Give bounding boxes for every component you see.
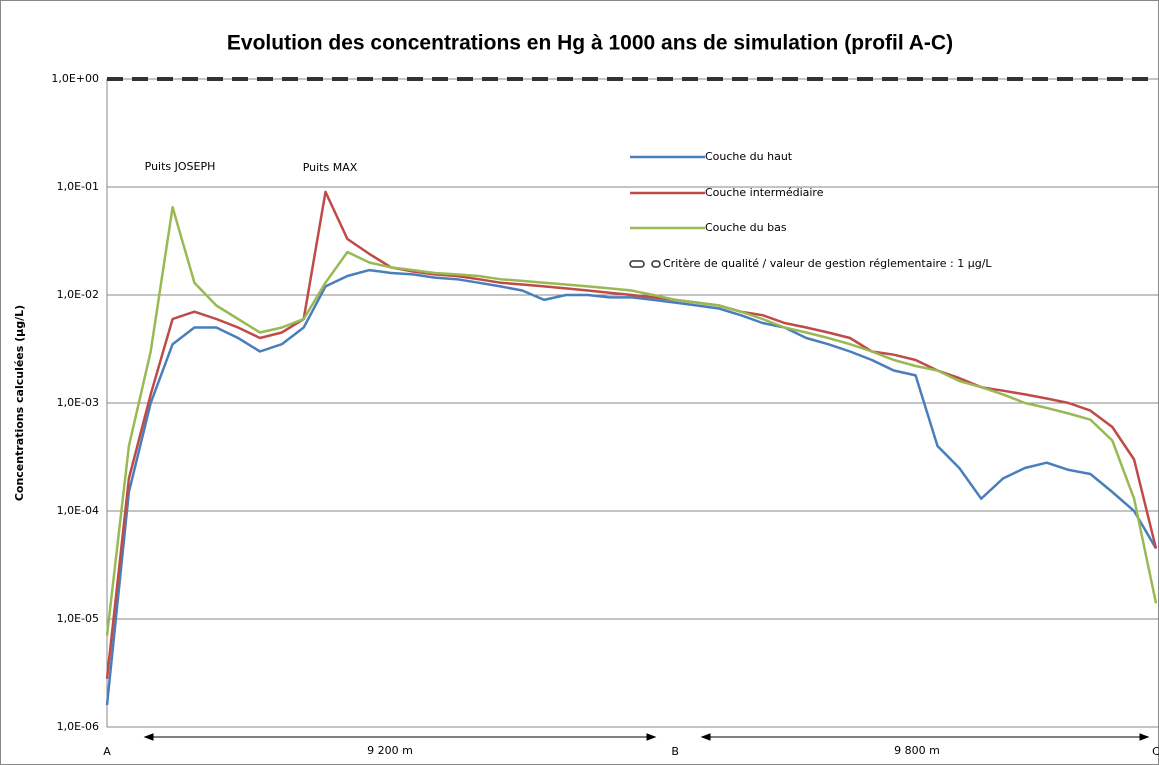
legend-label: Couche intermédiaire (705, 186, 824, 199)
legend-swatch (629, 260, 645, 268)
x-tick-label: A (103, 745, 111, 758)
arrow-heads (143, 733, 657, 741)
distance-arrows (143, 733, 1150, 741)
y-tick-label: 1,0E-05 (57, 612, 99, 625)
y-tick-label: 1,0E-02 (57, 288, 99, 301)
legend-label: Critère de qualité / valeur de gestion r… (663, 257, 992, 270)
legend-label: Couche du haut (705, 150, 793, 163)
annotation: 9 200 m (367, 744, 413, 757)
legend-swatch (651, 260, 661, 268)
y-tick-label: 1,0E+00 (51, 72, 99, 85)
y-tick-label: 1,0E-06 (57, 720, 99, 733)
y-tick-label: 1,0E-01 (57, 180, 99, 193)
annotation: Puits JOSEPH (145, 160, 216, 173)
series-line (105, 268, 1158, 706)
legend-label: Couche du bas (705, 221, 787, 234)
series-line (105, 205, 1158, 636)
y-tick-label: 1,0E-03 (57, 396, 99, 409)
y-axis-label: Concentrations calculées (µg/L) (13, 305, 26, 501)
x-tick-label: C (1152, 745, 1159, 758)
chart-title: Evolution des concentrations en Hg à 100… (227, 32, 953, 55)
x-tick-label: B (671, 745, 679, 758)
y-tick-label: 1,0E-04 (57, 504, 99, 517)
arrow-heads (700, 733, 1150, 741)
annotation: Puits MAX (303, 161, 358, 174)
annotation: 9 800 m (894, 744, 940, 757)
